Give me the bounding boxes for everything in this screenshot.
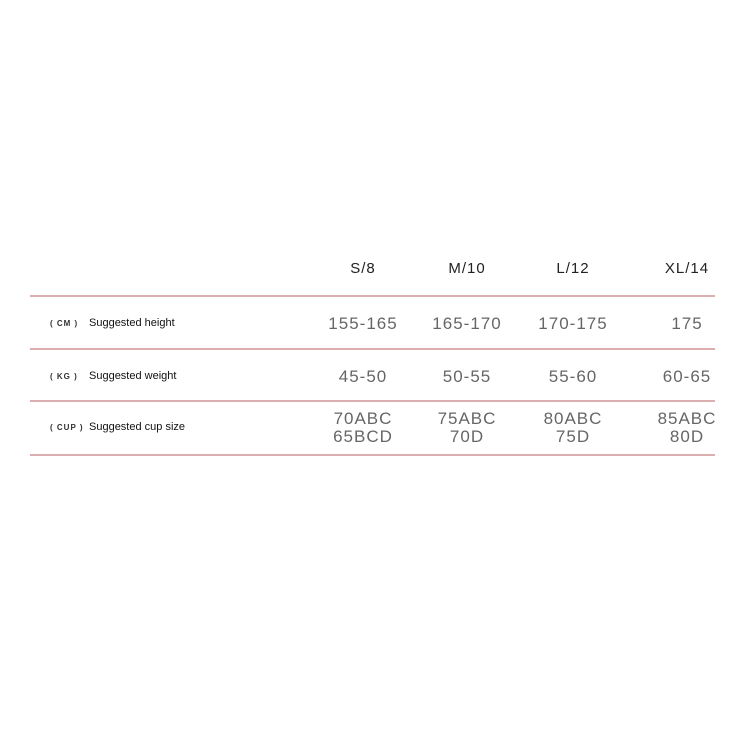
row-divider bbox=[30, 400, 715, 402]
size-value-cell: 55-60 bbox=[549, 368, 597, 386]
size-value: 80D bbox=[669, 427, 705, 446]
size-value-cell: 45-50 bbox=[339, 368, 387, 386]
size-value: 45-50 bbox=[338, 367, 388, 386]
size-value-cell: 170-175 bbox=[538, 315, 607, 333]
size-column-header: L/12 bbox=[556, 260, 590, 277]
size-value: 170-175 bbox=[538, 314, 608, 333]
size-value-cell: 70ABC 65BCD bbox=[333, 410, 393, 446]
row-divider bbox=[30, 454, 715, 456]
size-value-cell: 60-65 bbox=[663, 368, 711, 386]
row-label: Suggested height bbox=[89, 317, 175, 329]
size-value-cell: 175 bbox=[671, 315, 702, 333]
size-column-header: S/8 bbox=[350, 260, 376, 277]
size-value: 70D bbox=[449, 427, 485, 446]
size-value: 65BCD bbox=[333, 427, 393, 446]
unit-label: ( CM ) bbox=[50, 319, 79, 328]
row-divider bbox=[30, 295, 715, 297]
size-value: 155-165 bbox=[328, 314, 398, 333]
size-value-cell: 155-165 bbox=[328, 315, 397, 333]
size-value: 55-60 bbox=[548, 367, 598, 386]
size-column-header: XL/14 bbox=[664, 260, 710, 277]
size-value-cell: 80ABC 75D bbox=[544, 410, 603, 446]
row-label: Suggested weight bbox=[89, 370, 177, 382]
row-divider bbox=[30, 348, 715, 350]
unit-label: ( KG ) bbox=[50, 372, 78, 381]
size-value: 70ABC bbox=[333, 409, 393, 428]
size-value: 75ABC bbox=[437, 409, 497, 428]
size-value-cell: 165-170 bbox=[432, 315, 501, 333]
size-value: 175 bbox=[671, 314, 703, 333]
size-value: 80ABC bbox=[543, 409, 603, 428]
size-value: 75D bbox=[555, 427, 591, 446]
size-value: 85ABC bbox=[657, 409, 717, 428]
row-label: Suggested cup size bbox=[89, 421, 186, 433]
size-value: 60-65 bbox=[662, 367, 712, 386]
size-value-cell: 50-55 bbox=[443, 368, 491, 386]
size-value-cell: 85ABC 80D bbox=[658, 410, 717, 446]
unit-label: ( CUP ) bbox=[50, 423, 84, 432]
size-value: 50-55 bbox=[442, 367, 492, 386]
size-value-cell: 75ABC 70D bbox=[438, 410, 497, 446]
size-column-header: M/10 bbox=[448, 260, 486, 277]
size-value: 165-170 bbox=[432, 314, 502, 333]
